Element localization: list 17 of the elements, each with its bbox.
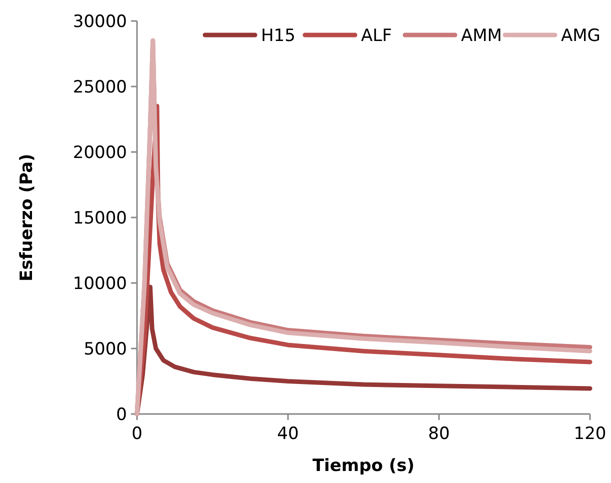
- y-tick-label: 30000: [72, 12, 127, 32]
- x-tick-label: 120: [574, 424, 606, 444]
- x-axis-title: Tiempo (s): [312, 456, 415, 476]
- legend-label: AMM: [461, 26, 502, 46]
- y-tick-label: 0: [116, 404, 127, 425]
- y-axis-title: Esfuerzo (Pa): [17, 154, 37, 282]
- y-tick-label: 10000: [72, 274, 127, 294]
- legend-label: AMG: [561, 26, 600, 46]
- legend-label: H15: [261, 26, 296, 46]
- x-tick-label: 40: [277, 424, 299, 444]
- x-tick-label: 0: [132, 424, 142, 444]
- legend-label: ALF: [361, 26, 392, 46]
- y-tick-label: 20000: [72, 142, 127, 163]
- y-tick-label: 5000: [84, 339, 127, 360]
- x-tick-label: 80: [428, 424, 450, 444]
- y-tick-label: 25000: [72, 77, 127, 98]
- y-tick-label: 15000: [72, 208, 127, 228]
